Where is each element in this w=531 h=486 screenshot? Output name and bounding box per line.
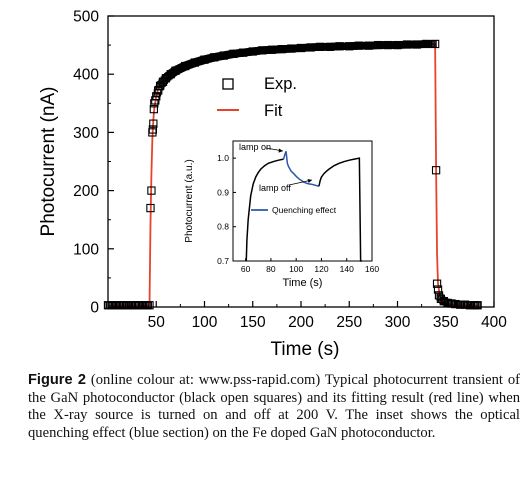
caption-label: Figure 2 <box>28 372 87 388</box>
inset-legend-label: Quenching effect <box>272 205 337 215</box>
x-axis-title: Time (s) <box>271 339 340 360</box>
legend-exp-marker <box>222 78 234 90</box>
exp-marker <box>433 285 443 294</box>
exp-marker <box>431 166 441 175</box>
inset-y-tick-label: 0.7 <box>217 256 229 266</box>
inset-background <box>176 130 388 294</box>
inset-x-tick-label: 140 <box>340 264 354 274</box>
y-tick-label: 300 <box>73 125 99 142</box>
inset-photocurrent-line <box>318 157 362 262</box>
x-tick-label: 100 <box>192 314 218 331</box>
chart-canvas: 50 100 150 200 250 300 350 400 0 100 200 300 400 500 T… <box>38 9 507 361</box>
inset-x-tick-label: 80 <box>266 264 276 274</box>
exp-marker <box>473 301 482 310</box>
x-tick-label: 150 <box>240 314 266 331</box>
inset-y-tick-label: 1.0 <box>217 153 229 163</box>
inset-annotation-lamp-on: lamp on <box>239 142 271 152</box>
inset-annotation-lamp-off: lamp off <box>259 183 291 193</box>
inset-y-tick-label: 0.9 <box>217 187 229 197</box>
legend-exp-label: Exp. <box>264 75 297 93</box>
y-axis-title: Photocurrent (nA) <box>38 87 59 237</box>
inset-arrowhead-lamp-on <box>278 148 283 153</box>
inset-frame <box>232 140 373 262</box>
inset-x-tick-label: 100 <box>289 264 303 274</box>
inset-arrowhead-lamp-off <box>307 179 312 183</box>
y-tick-label: 200 <box>73 183 99 200</box>
x-tick-label: 400 <box>481 314 507 331</box>
y-tick-label: 0 <box>90 300 99 317</box>
exp-band-marker <box>145 301 153 309</box>
caption-text: (online colour at: www.pss-rapid.com) Ty… <box>28 372 521 441</box>
x-tick-label: 300 <box>385 314 411 331</box>
figure-caption: Figure 2 (online colour at: www.pss-rapi… <box>28 372 520 442</box>
inset-quenching-line <box>282 151 320 187</box>
exp-marker <box>432 279 442 288</box>
exp-marker <box>149 104 158 114</box>
inset-x-tick-label: 160 <box>365 264 379 274</box>
exp-marker <box>147 186 156 195</box>
x-tick-label: 50 <box>148 314 166 331</box>
inset-photocurrent-line <box>245 158 284 262</box>
exp-marker <box>149 119 158 128</box>
legend-fit-label: Fit <box>264 102 283 120</box>
inset-x-tick-label: 120 <box>314 264 328 274</box>
exp-band <box>104 40 482 309</box>
inset-y-tick-label: 0.8 <box>217 222 229 232</box>
inset-y-axis-title: Photocurrent (a.u.) <box>184 159 195 242</box>
exp-marker <box>148 125 158 134</box>
exp-band-marker <box>474 301 482 309</box>
exp-marker <box>146 203 155 213</box>
inset-x-tick-label: 60 <box>241 264 251 274</box>
y-tick-label: 100 <box>73 241 99 258</box>
figure: 50 100 150 200 250 300 350 400 0 100 200 300 400 500 T… <box>38 9 507 361</box>
y-tick-label: 500 <box>73 9 99 26</box>
x-tick-label: 350 <box>433 314 459 331</box>
x-tick-label: 200 <box>288 314 314 331</box>
y-tick-label: 400 <box>73 67 99 84</box>
x-tick-label: 250 <box>336 314 362 331</box>
exp-band-marker <box>429 40 437 48</box>
inset-x-axis-title: Time (s) <box>283 277 323 289</box>
